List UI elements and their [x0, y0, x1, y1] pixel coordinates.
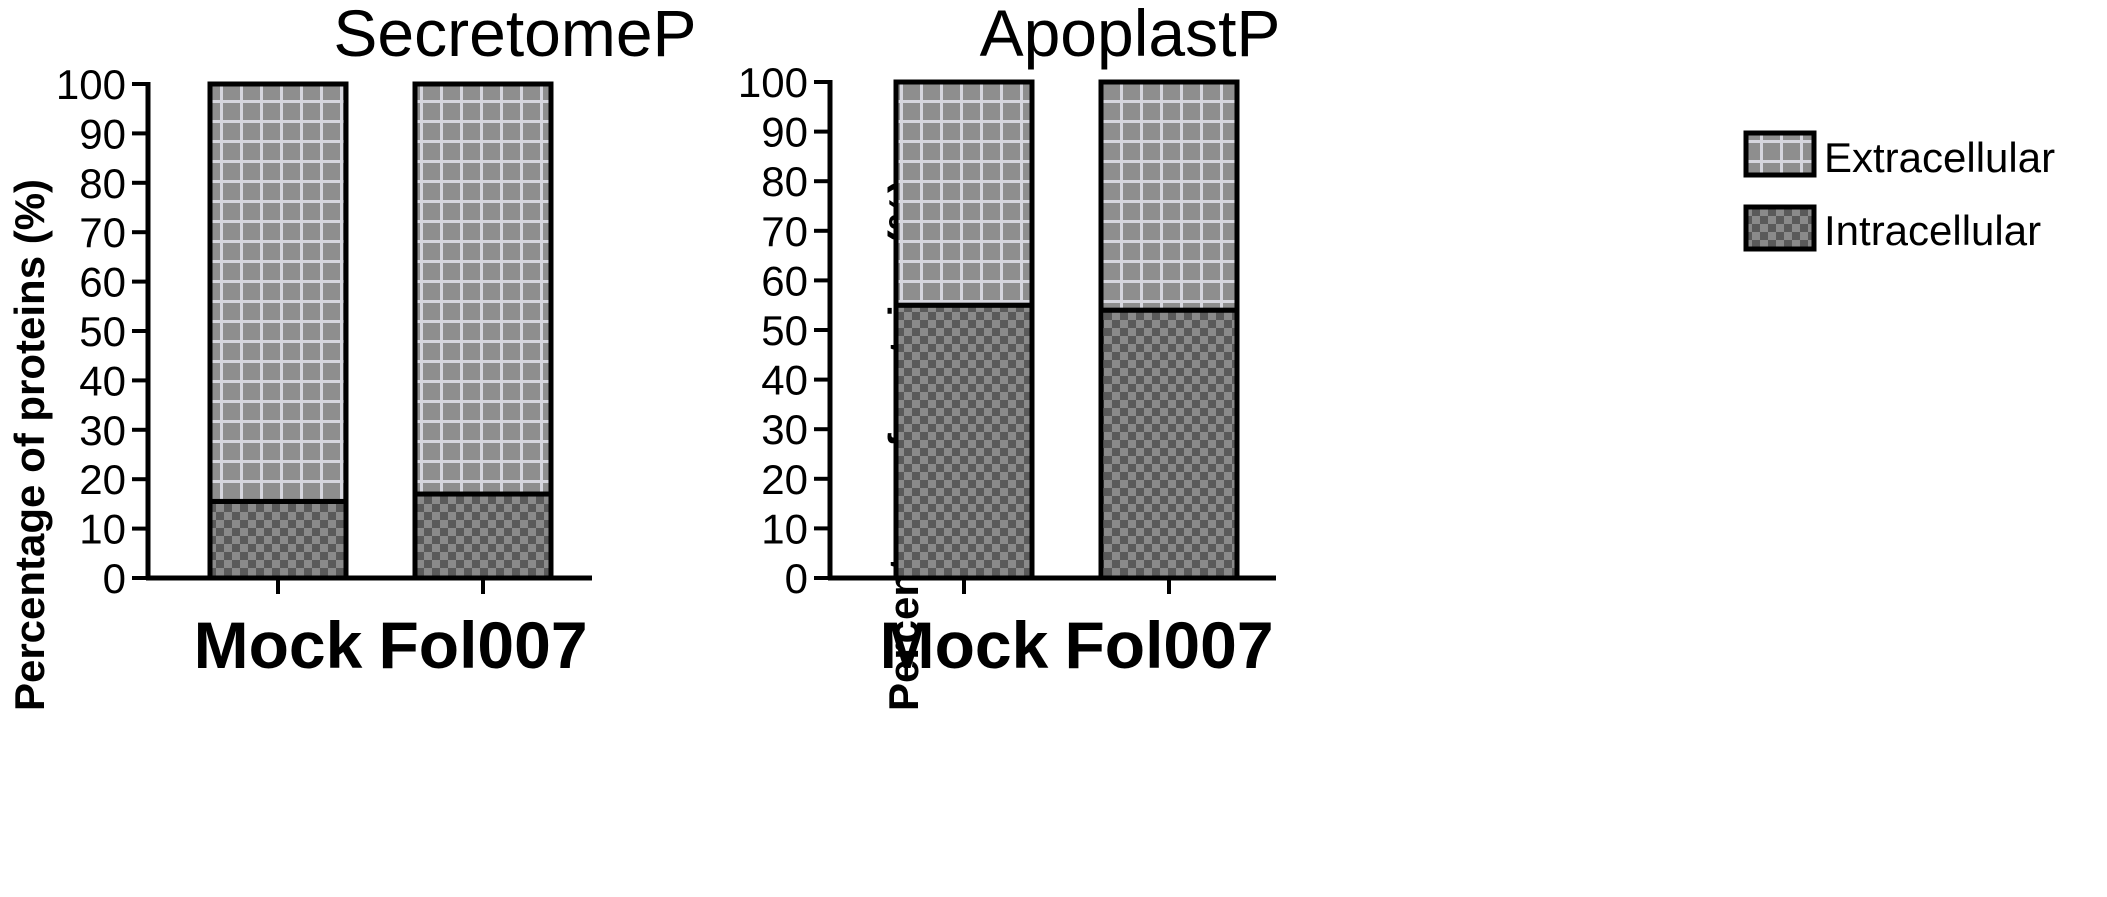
y-tick-label: 70: [79, 209, 126, 256]
y-tick-label: 30: [761, 406, 808, 453]
legend-item-extracellular: Extracellular: [1743, 130, 2055, 181]
y-tick-label: 70: [761, 208, 808, 255]
bar-segment-extracellular-fol007: [412, 81, 554, 497]
bar-segment-intracellular-mock: [893, 302, 1035, 581]
bar-segment-extracellular-mock: [893, 79, 1035, 308]
bar-segment-intracellular-fol007: [1098, 307, 1240, 581]
y-tick-label: 0: [103, 555, 126, 602]
x-tick-label: Fol007: [378, 608, 587, 682]
x-tick-label: Mock: [880, 608, 1049, 682]
chart-title: ApoplastP: [980, 0, 1281, 70]
legend-item-intracellular: Intracellular: [1743, 204, 2041, 254]
bar-segment-extracellular-fol007: [1098, 79, 1240, 313]
legend-label-intracellular: Intracellular: [1824, 207, 2041, 254]
secretomep-chart: SecretomeP Percentage of proteins (%) 01…: [6, 0, 697, 711]
bars: [893, 79, 1240, 581]
x-tick-label: Fol007: [1064, 608, 1273, 682]
y-tick-label: 40: [761, 357, 808, 404]
y-tick-label: 100: [738, 59, 808, 106]
y-tick-label: 100: [56, 61, 126, 108]
y-tick-label: 20: [761, 456, 808, 503]
x-tick-label: Mock: [194, 608, 363, 682]
y-tick-label: 10: [79, 506, 126, 553]
axes: [827, 80, 1276, 594]
chart-title: SecretomeP: [333, 0, 696, 70]
y-tick-label: 80: [79, 160, 126, 207]
y-tick-label: 50: [79, 308, 126, 355]
bar-segment-intracellular-fol007: [412, 491, 554, 581]
x-tick-labels: Mock Fol007: [880, 608, 1274, 682]
axes: [145, 82, 592, 594]
bars: [207, 81, 554, 581]
y-tick-label: 0: [785, 555, 808, 602]
y-tick-label: 60: [79, 259, 126, 306]
y-tick-label: 80: [761, 158, 808, 205]
legend-label-extracellular: Extracellular: [1824, 134, 2055, 181]
legend-swatch-extracellular: [1743, 130, 1817, 178]
y-tick-label: 20: [79, 456, 126, 503]
apoplastp-chart: ApoplastP Percentage of proteins (%) 010…: [738, 0, 1281, 711]
legend-swatch-intracellular: [1743, 204, 1817, 252]
x-tick-labels: Mock Fol007: [194, 608, 588, 682]
y-tick-label: 30: [79, 407, 126, 454]
y-tick-label: 90: [79, 110, 126, 157]
bar-segment-intracellular-mock: [207, 498, 349, 581]
legend: Extracellular Intracellular: [1743, 130, 2055, 254]
y-tick-label: 50: [761, 307, 808, 354]
y-tick-label: 60: [761, 257, 808, 304]
y-axis-label: Percentage of proteins (%): [6, 179, 53, 711]
y-tick-label: 90: [761, 109, 808, 156]
bar-segment-extracellular-mock: [207, 81, 349, 504]
y-tick-label: 40: [79, 357, 126, 404]
y-tick-label: 10: [761, 505, 808, 552]
